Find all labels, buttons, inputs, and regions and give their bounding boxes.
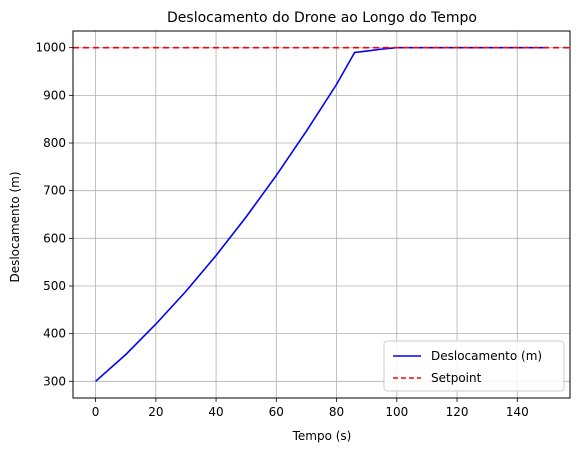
y-tick-label: 300: [43, 374, 66, 388]
series-line-deslocamento: [95, 46, 548, 382]
y-tick-label: 600: [43, 231, 66, 245]
y-tick-label: 700: [43, 184, 66, 198]
x-axis-label: Tempo (s): [292, 429, 352, 443]
y-tick-label: 500: [43, 279, 66, 293]
y-tick-label: 900: [43, 88, 66, 102]
x-tick-label: 140: [506, 405, 529, 419]
chart-title: Deslocamento do Drone ao Longo do Tempo: [167, 10, 477, 26]
y-tick-label: 800: [43, 136, 66, 150]
y-gridlines: [73, 47, 570, 382]
x-axis-ticks: 0 20 40 60 80 100 120 140: [92, 398, 529, 419]
x-tick-label: 120: [446, 405, 469, 419]
legend: Deslocamento (m) Setpoint: [383, 340, 565, 392]
x-tick-label: 60: [269, 405, 284, 419]
y-axis-label: Deslocamento (m): [8, 171, 22, 282]
x-tick-label: 40: [208, 405, 223, 419]
x-tick-label: 100: [385, 405, 408, 419]
x-tick-label: 20: [148, 405, 163, 419]
x-gridlines: [95, 31, 518, 398]
y-tick-label: 400: [43, 327, 66, 341]
series-layer: [73, 46, 570, 382]
x-tick-label: 0: [92, 405, 100, 419]
y-tick-label: 1000: [35, 41, 66, 55]
x-tick-label: 80: [329, 405, 344, 419]
legend-label-deslocamento: Deslocamento (m): [431, 349, 542, 363]
legend-label-setpoint: Setpoint: [431, 371, 482, 385]
y-axis-ticks: 300 400 500 600 700 800 900 1000: [35, 41, 73, 388]
plot-frame: [72, 30, 571, 399]
legend-box: [383, 340, 565, 392]
